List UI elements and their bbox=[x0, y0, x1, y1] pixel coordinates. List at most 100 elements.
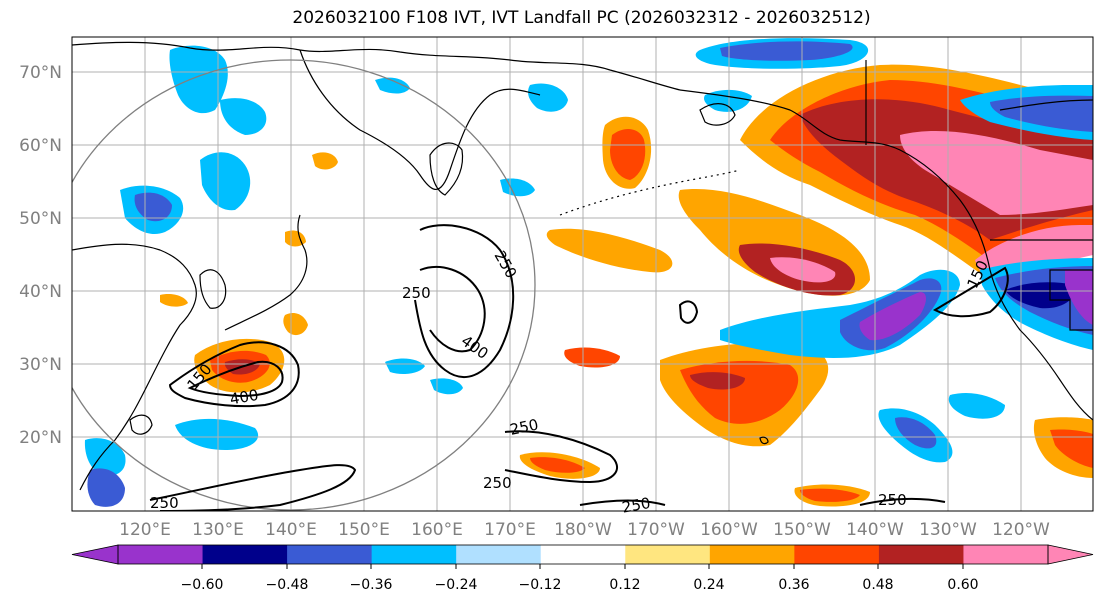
colorbar-segment bbox=[963, 545, 1049, 564]
ivt-negative-region bbox=[375, 77, 410, 94]
colorbar-tick-label: −0.24 bbox=[435, 577, 478, 593]
colorbar-tick-label: −0.12 bbox=[519, 577, 562, 593]
map-frame bbox=[71, 36, 1094, 512]
lon-label: 170°E bbox=[484, 520, 536, 540]
coastline bbox=[559, 169, 741, 216]
contour-label: 250 bbox=[878, 491, 907, 509]
contour-labels: 250 250 400 150 400 250 250 250 250 250 … bbox=[150, 248, 992, 517]
range-circle bbox=[72, 59, 536, 511]
lon-label: 140°E bbox=[265, 520, 317, 540]
ivt-positive-region bbox=[312, 152, 338, 170]
ivt-positive-region bbox=[285, 230, 306, 247]
colorbar-segment bbox=[878, 545, 965, 564]
ivt-contour bbox=[932, 266, 1009, 318]
ivt-contour bbox=[859, 497, 946, 506]
colorbar-segment bbox=[287, 545, 373, 564]
ivt-positive-region bbox=[800, 488, 860, 502]
colorbar-segment bbox=[794, 545, 880, 564]
ivt-negative-region bbox=[704, 89, 752, 112]
ivt-contour bbox=[419, 265, 486, 353]
colorbar-tick-label: −0.60 bbox=[181, 577, 224, 593]
lon-label: 180°W bbox=[554, 520, 612, 540]
lat-label: 20°N bbox=[19, 428, 62, 448]
ivt-negative-region bbox=[134, 192, 172, 222]
lon-label: 140°W bbox=[846, 520, 904, 540]
coastline bbox=[224, 214, 308, 331]
ivt-negative-region bbox=[385, 358, 425, 374]
ivt-negative-region bbox=[1065, 269, 1093, 325]
colorbar-segment bbox=[456, 545, 542, 564]
ivt-contour bbox=[678, 300, 699, 324]
ivt-negative-region bbox=[990, 95, 1093, 132]
colorbar-extend-high bbox=[1047, 544, 1094, 565]
lat-label: 60°N bbox=[19, 136, 62, 156]
ivt-positive-region bbox=[690, 372, 745, 390]
lat-label: 40°N bbox=[19, 282, 62, 302]
ivt-negative-region bbox=[200, 152, 251, 211]
contour-label: 250 bbox=[621, 494, 652, 517]
ivt-contour bbox=[504, 430, 618, 484]
colorbar-tick-label: 0.36 bbox=[778, 577, 809, 593]
contour-label: 400 bbox=[228, 386, 259, 409]
ivt-negative-region bbox=[1005, 282, 1076, 309]
coastlines bbox=[72, 41, 1093, 491]
ivt-positive-region bbox=[283, 313, 308, 336]
colorbar-extend-low bbox=[71, 544, 119, 565]
ivt-contour bbox=[579, 499, 666, 506]
colorbar-tick-label: −0.48 bbox=[266, 577, 309, 593]
contour-label: 250 bbox=[150, 494, 179, 512]
ivt-shading bbox=[84, 38, 1093, 507]
coastline bbox=[759, 436, 769, 445]
ivt-contour bbox=[414, 224, 515, 379]
ivt-positive-region bbox=[770, 257, 836, 283]
ivt-positive-region bbox=[564, 347, 620, 368]
lon-label: 150°W bbox=[773, 520, 831, 540]
contour-label: 250 bbox=[402, 284, 431, 302]
contour-label: 250 bbox=[508, 415, 540, 439]
border bbox=[1049, 269, 1093, 331]
coastline bbox=[72, 41, 681, 91]
colorbar-tick-labels: −0.60 −0.48 −0.36 −0.24 −0.12 0.12 0.24 … bbox=[181, 577, 979, 593]
figure-title: 2026032100 F108 IVT, IVT Landfall PC (20… bbox=[292, 8, 871, 28]
lon-label: 130°W bbox=[919, 520, 977, 540]
ivt-positive-region bbox=[530, 457, 585, 473]
colorbar-segment bbox=[625, 545, 711, 564]
lon-label: 120°E bbox=[119, 520, 171, 540]
map-panel: 250 250 400 150 400 250 250 250 250 250 … bbox=[71, 36, 1094, 517]
coastline bbox=[699, 103, 736, 126]
colorbar-segment bbox=[202, 545, 288, 564]
colorbar-segments bbox=[71, 544, 1094, 565]
ivt-contours bbox=[149, 224, 1009, 511]
graticule bbox=[72, 37, 1093, 511]
colorbar-tick-label: 0.24 bbox=[693, 577, 724, 593]
ivt-negative-region bbox=[175, 418, 259, 450]
longitude-labels: 120°E 130°E 140°E 150°E 160°E 170°E 180°… bbox=[119, 520, 1050, 540]
coastline bbox=[129, 414, 153, 435]
lon-label: 150°E bbox=[338, 520, 390, 540]
colorbar: −0.60 −0.48 −0.36 −0.24 −0.12 0.12 0.24 … bbox=[71, 544, 1094, 593]
lon-label: 170°W bbox=[627, 520, 685, 540]
colorbar-segment bbox=[540, 545, 626, 564]
ivt-negative-region bbox=[859, 292, 926, 341]
colorbar-segment bbox=[371, 545, 457, 564]
ivt-negative-region bbox=[895, 417, 937, 449]
ivt-negative-region bbox=[528, 83, 568, 112]
colorbar-tick-label: 0.60 bbox=[947, 577, 978, 593]
ivt-contour bbox=[187, 360, 284, 398]
latitude-labels: 70°N 60°N 50°N 40°N 30°N 20°N bbox=[19, 63, 62, 448]
lon-label: 160°E bbox=[411, 520, 463, 540]
colorbar-segment bbox=[118, 545, 204, 564]
coastline bbox=[299, 49, 541, 190]
coastline bbox=[199, 269, 227, 309]
ivt-positive-region bbox=[160, 293, 188, 307]
ivt-negative-region bbox=[720, 41, 853, 61]
coastline bbox=[679, 89, 1093, 421]
ivt-positive-region bbox=[610, 128, 646, 180]
lon-label: 120°W bbox=[992, 520, 1050, 540]
ivt-positive-region bbox=[1050, 429, 1093, 468]
lon-label: 130°E bbox=[192, 520, 244, 540]
colorbar-tick-label: 0.12 bbox=[609, 577, 640, 593]
colorbar-segment bbox=[709, 545, 795, 564]
